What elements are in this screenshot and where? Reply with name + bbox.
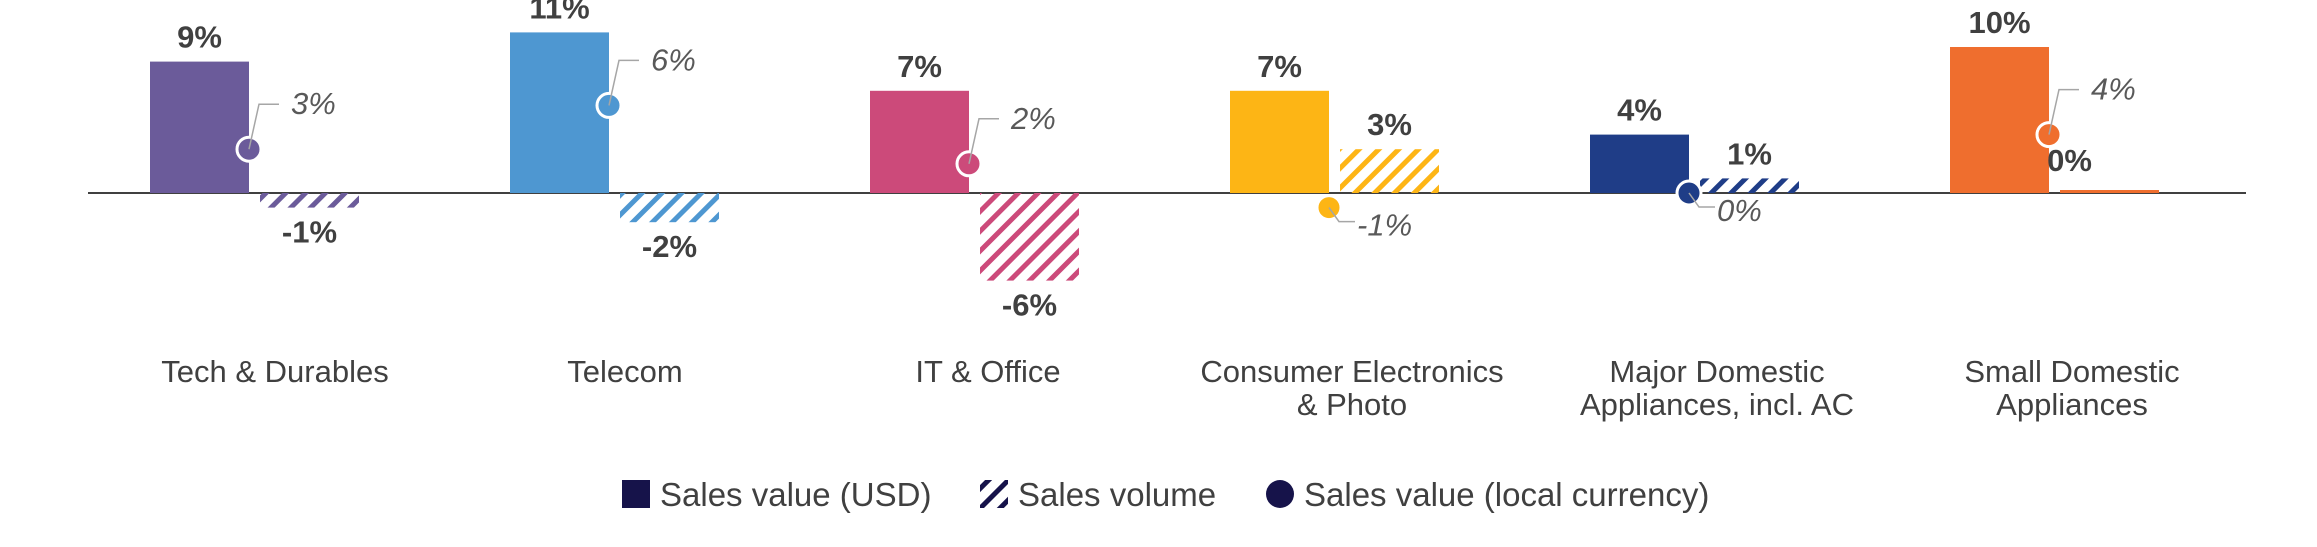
category-label-1: Telecom [567, 354, 682, 389]
usd-value-label-2: 7% [897, 49, 942, 84]
volume-value-label-0: -1% [282, 215, 337, 250]
volume-value-label-4: 1% [1727, 136, 1772, 171]
local-value-label-2: 2% [1010, 101, 1056, 136]
category-line: & Photo [1297, 387, 1407, 422]
volume-value-label-3: 3% [1367, 107, 1412, 142]
volume-bar-4 [1700, 178, 1799, 193]
local-value-label-3: -1% [1357, 208, 1412, 243]
labels-layer: 9% -1% 3% 11% -2% 6% 7% -6% 2% 7% 3% -1% 4% 1% 0% 10% 0%… [177, 0, 2136, 323]
volume-value-label-5: 0% [2047, 143, 2092, 178]
volume-bar-2 [980, 193, 1079, 281]
bars-layer [150, 32, 2159, 281]
local-leader-line-3 [1328, 207, 1355, 223]
local-value-label-1: 6% [651, 42, 696, 77]
usd-bar-0 [150, 61, 249, 193]
category-label-5: Small Domestic Appliances [1964, 354, 2179, 422]
local-value-label-0: 3% [291, 86, 336, 121]
legend-label-1: Sales volume [1018, 476, 1216, 513]
usd-bar-2 [870, 90, 969, 193]
category-line: Consumer Electronics [1200, 354, 1503, 389]
local-leader-line-4 [1688, 192, 1715, 208]
usd-bar-5 [1950, 47, 2049, 193]
category-label-2: IT & Office [915, 354, 1060, 389]
volume-bar-0 [260, 193, 359, 208]
legend-swatch-volume [980, 480, 1008, 508]
category-label-4: Major Domestic Appliances, incl. AC [1580, 354, 1854, 422]
category-line: IT & Office [915, 354, 1060, 389]
usd-bar-1 [510, 32, 609, 194]
category-line: Appliances, incl. AC [1580, 387, 1854, 422]
category-line: Small Domestic [1964, 354, 2179, 389]
category-line: Appliances [1996, 387, 2148, 422]
category-label-3: Consumer Electronics & Photo [1200, 354, 1503, 422]
legend-item-0: Sales value (USD) [622, 476, 931, 513]
usd-value-label-4: 4% [1617, 93, 1662, 128]
legend-swatch-usd [622, 480, 650, 508]
volume-value-label-1: -2% [642, 229, 697, 264]
category-line: Tech & Durables [161, 354, 388, 389]
local-leader-line-2 [968, 118, 999, 164]
category-label-0: Tech & Durables [161, 354, 388, 389]
usd-bar-4 [1590, 134, 1689, 193]
local-value-label-5: 4% [2091, 72, 2136, 107]
usd-value-label-5: 10% [1968, 5, 2030, 40]
category-line: Major Domestic [1609, 354, 1824, 389]
legend-label-2: Sales value (local currency) [1304, 476, 1709, 513]
legend-label-0: Sales value (USD) [660, 476, 931, 513]
category-labels: Tech & Durables Telecom IT & Office Consume… [161, 354, 2179, 422]
volume-bar-1 [620, 193, 719, 223]
volume-bar-3 [1340, 149, 1439, 193]
legend-swatch-local [1266, 480, 1294, 508]
local-leader-line-1 [608, 59, 639, 106]
local-leader-line-5 [2048, 88, 2079, 135]
volume-value-label-2: -6% [1002, 288, 1057, 323]
usd-value-label-0: 9% [177, 20, 222, 55]
volume-bar-5 [2060, 190, 2159, 193]
legend-item-1: Sales volume [980, 476, 1216, 513]
local-leader-line-0 [248, 103, 279, 150]
usd-value-label-3: 7% [1257, 49, 1302, 84]
usd-value-label-1: 11% [529, 0, 589, 25]
category-line: Telecom [567, 354, 682, 389]
legend: Sales value (USD) Sales volume Sales value… [622, 476, 1709, 513]
usd-bar-3 [1230, 90, 1329, 193]
local-value-label-4: 0% [1717, 193, 1762, 228]
legend-item-2: Sales value (local currency) [1266, 476, 1709, 513]
